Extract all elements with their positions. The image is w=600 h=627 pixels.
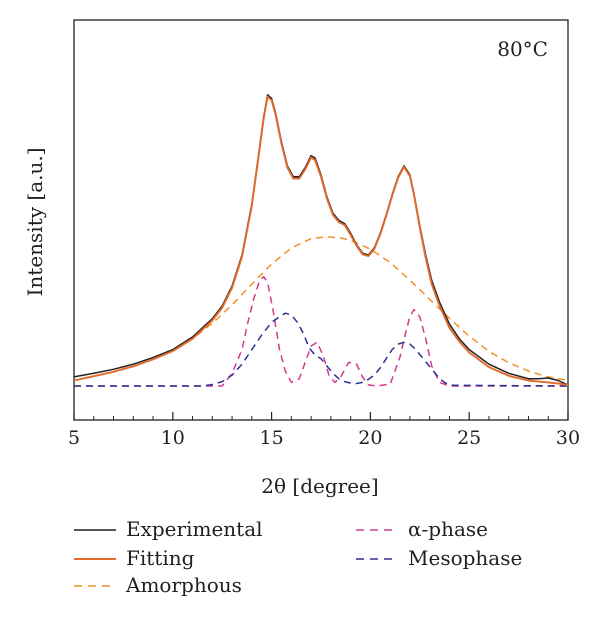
series-line-experimental: [73, 94, 569, 386]
legend-label-amorphous: Amorphous: [125, 573, 242, 597]
x-tick-label: 15: [260, 427, 284, 449]
x-tick-label: 20: [358, 427, 382, 449]
legend-label-experimental: Experimental: [126, 517, 263, 541]
series-line-alpha-phase: [74, 276, 568, 387]
legend: Experimental Fitting Amorphous α-phase Mesop…: [74, 517, 522, 597]
series-line-mesophase: [74, 312, 569, 387]
legend-label-mesophase: Mesophase: [408, 546, 522, 570]
x-tick-label: 25: [457, 427, 481, 449]
y-axis-title: Intensity [a.u.]: [23, 147, 47, 296]
x-tick-label: 30: [556, 427, 580, 449]
ticks-group: 5 10 15 20 25 30: [68, 412, 580, 449]
legend-label-alpha-phase: α-phase: [408, 517, 488, 541]
plot-frame-group: [73, 19, 569, 421]
x-tick-label: 10: [161, 427, 185, 449]
series-group: [73, 94, 569, 387]
plot-frame: [73, 19, 569, 421]
legend-label-fitting: Fitting: [126, 546, 195, 570]
temperature-annotation: 80°C: [497, 37, 548, 61]
x-axis-title: 2θ [degree]: [261, 474, 378, 498]
x-tick-label: 5: [68, 427, 80, 449]
series-line-fitting: [73, 95, 569, 386]
